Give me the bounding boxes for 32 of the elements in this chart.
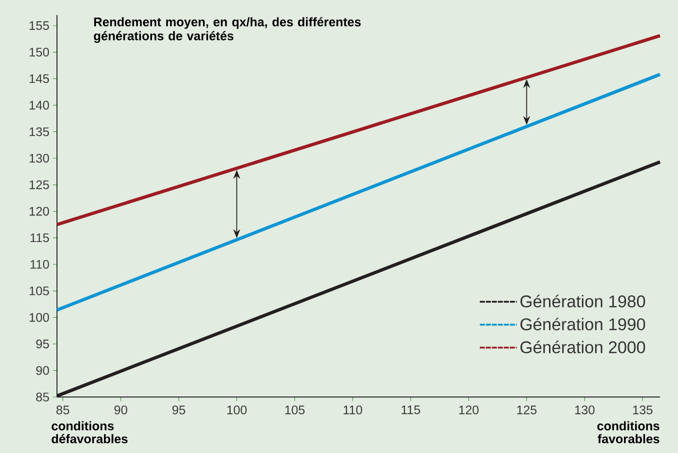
y-tick-label: 145 (30, 74, 49, 84)
y-tick-label: 155 (30, 21, 49, 30)
y-tick-label: 120 (30, 206, 49, 216)
x-tick-label: 115 (402, 406, 420, 414)
legend-label: Génération 1980 (520, 294, 646, 308)
y-tick-label: 95 (36, 340, 49, 348)
y-tick-label: 100 (30, 313, 49, 322)
legend-label: Génération 2000 (520, 340, 646, 354)
y-tick-label: 130 (30, 154, 49, 163)
x-tick-label: 95 (172, 406, 186, 414)
y-tick-label: 105 (30, 286, 49, 296)
y-tick-label: 115 (30, 233, 49, 242)
text: conditions favorables (597, 421, 660, 444)
y-tick-label: 140 (30, 100, 49, 110)
y-tick-label: 85 (36, 392, 49, 402)
x-tick-label: 105 (285, 406, 305, 414)
text: conditions défavorables (52, 421, 128, 444)
y-tick-label: 90 (36, 366, 49, 375)
x-tick-label: 100 (227, 406, 247, 414)
x-tick-label: 85 (56, 406, 70, 414)
x-tick-label: 130 (575, 406, 595, 414)
y-tick-label: 150 (30, 48, 49, 57)
x-tick-label: 135 (633, 406, 652, 414)
x-tick-label: 125 (517, 406, 537, 414)
x-tick-label: 120 (459, 406, 479, 414)
legend-label: Génération 1990 (520, 318, 646, 330)
text: Rendement moyen, en qx/ha, des différentes générations de variétés (94, 17, 361, 43)
y-tick-label: 135 (30, 127, 49, 136)
y-tick-label: 125 (30, 180, 49, 190)
x-tick-label: 90 (114, 406, 128, 414)
y-tick-label: 110 (30, 260, 49, 269)
x-tick-label: 110 (344, 406, 362, 414)
